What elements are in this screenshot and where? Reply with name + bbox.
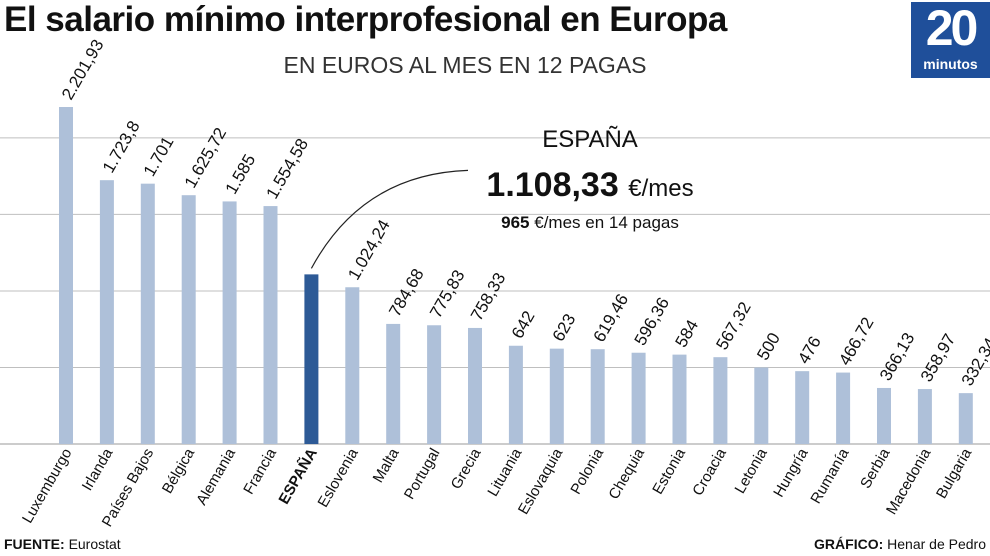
category-label: Chequia bbox=[605, 445, 648, 502]
category-label: Francia bbox=[240, 445, 280, 497]
bar-países-bajos bbox=[140, 183, 155, 445]
callout-main-value: 1.108,33 €/mes bbox=[440, 166, 740, 205]
value-label: 1.625,72 bbox=[181, 124, 231, 191]
bar-grecia bbox=[468, 327, 482, 444]
bar-croacia bbox=[713, 357, 728, 444]
category-label: Portugal bbox=[401, 446, 444, 503]
callout-alt-text: €/mes en 14 pagas bbox=[534, 213, 679, 232]
value-label: 366,13 bbox=[876, 329, 918, 384]
bar-francia bbox=[263, 206, 278, 444]
value-label: 1.554,58 bbox=[263, 135, 313, 202]
value-label: 642 bbox=[508, 308, 539, 342]
logo-word: minutos bbox=[923, 56, 978, 72]
value-label: 1.024,24 bbox=[344, 216, 394, 283]
bar-lituania bbox=[508, 345, 523, 444]
callout-value: 1.108,33 bbox=[486, 166, 619, 204]
value-label: 1.701 bbox=[140, 133, 178, 179]
category-label: Lituania bbox=[484, 445, 525, 500]
bar-polonia bbox=[590, 349, 605, 444]
value-label: 775,83 bbox=[426, 267, 468, 322]
bar-hungría bbox=[795, 371, 810, 444]
bar-letonia bbox=[754, 367, 769, 444]
category-label: ESPAÑA bbox=[275, 445, 321, 507]
bar-bulgaria bbox=[958, 393, 973, 444]
category-label: Bélgica bbox=[159, 445, 199, 497]
value-label: 567,32 bbox=[712, 299, 754, 354]
category-label: Grecia bbox=[448, 445, 485, 492]
value-label: 1.585 bbox=[222, 151, 260, 197]
category-label: Irlanda bbox=[79, 445, 117, 494]
category-label: Eslovenia bbox=[315, 445, 363, 510]
value-label: 758,33 bbox=[467, 269, 509, 324]
value-label: 500 bbox=[753, 329, 784, 363]
bar-rumanía bbox=[836, 372, 851, 444]
value-label: 2.201,93 bbox=[58, 36, 108, 103]
value-label: 358,97 bbox=[917, 331, 959, 386]
bar-malta bbox=[386, 323, 401, 444]
category-label: Luxemburgo bbox=[19, 446, 75, 527]
category-label: Letonia bbox=[731, 445, 771, 497]
category-label: Serbia bbox=[857, 445, 894, 492]
value-label: 476 bbox=[794, 333, 825, 367]
value-label: 623 bbox=[549, 311, 580, 345]
category-label: Polonia bbox=[567, 445, 607, 497]
source-note: FUENTE: Eurostat bbox=[4, 536, 121, 552]
value-label: 784,68 bbox=[385, 265, 427, 320]
credit-value: Henar de Pedro bbox=[887, 536, 986, 552]
callout-alt: 965 €/mes en 14 pagas bbox=[440, 213, 740, 233]
bar-estonia bbox=[672, 354, 687, 444]
category-label: Bulgaria bbox=[933, 445, 976, 502]
credit-note: GRÁFICO: Henar de Pedro bbox=[814, 536, 986, 552]
callout-connector bbox=[310, 169, 469, 269]
chart-subtitle: EN EUROS AL MES EN 12 PAGAS bbox=[283, 52, 647, 78]
value-label: 332,34 bbox=[958, 335, 990, 390]
value-label: 584 bbox=[672, 317, 703, 351]
brand-logo: 20 minutos bbox=[911, 0, 990, 78]
category-label: Croacia bbox=[689, 445, 730, 499]
callout-alt-value: 965 bbox=[501, 213, 530, 232]
bar-bélgica bbox=[181, 195, 196, 444]
bar-chequia bbox=[631, 352, 646, 444]
value-label: 619,46 bbox=[590, 291, 632, 346]
category-label: Malta bbox=[370, 445, 403, 486]
bar-luxemburgo bbox=[59, 107, 73, 444]
bar-macedonia bbox=[917, 389, 932, 444]
bar-eslovenia bbox=[345, 287, 360, 444]
source-value: Eurostat bbox=[68, 536, 121, 552]
bar-serbia bbox=[877, 387, 891, 444]
logo-number: 20 bbox=[925, 0, 979, 56]
category-label: Rumanía bbox=[807, 445, 852, 507]
callout-country: ESPAÑA bbox=[542, 126, 638, 153]
bar-españa bbox=[304, 274, 319, 444]
value-label: 466,72 bbox=[835, 314, 877, 369]
value-label: 1.723,8 bbox=[99, 118, 144, 177]
category-label: Alemania bbox=[193, 445, 239, 508]
source-label: FUENTE: bbox=[4, 536, 65, 552]
callout-unit: €/mes bbox=[628, 175, 694, 202]
bar-irlanda bbox=[99, 180, 114, 444]
value-label: 596,36 bbox=[631, 294, 673, 349]
credit-label: GRÁFICO: bbox=[814, 536, 884, 552]
category-label: Estonia bbox=[649, 445, 689, 497]
category-label: Hungría bbox=[770, 445, 812, 500]
chart-title: El salario mínimo interprofesional en Eu… bbox=[4, 0, 727, 39]
bar-portugal bbox=[427, 325, 442, 444]
bar-eslovaquia bbox=[549, 348, 564, 444]
bar-alemania bbox=[222, 201, 237, 444]
